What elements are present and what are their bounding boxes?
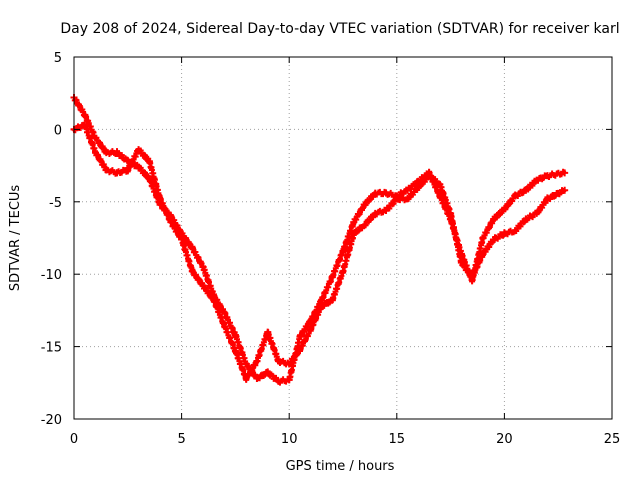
x-tick-label: 20 (496, 432, 513, 447)
y-tick-label: -15 (41, 341, 62, 356)
data-point (328, 273, 336, 281)
data-point (361, 221, 369, 229)
data-point (156, 195, 164, 203)
x-axis-label: GPS time / hours (286, 459, 395, 474)
grid-lines (74, 57, 612, 419)
y-tick-label: 0 (54, 123, 62, 138)
data-point (113, 149, 121, 157)
y-tick-label: -5 (49, 196, 62, 211)
data-point (296, 332, 304, 340)
x-tick-label: 15 (389, 432, 406, 447)
data-point (81, 121, 89, 129)
data-point (264, 328, 272, 336)
data-point (253, 374, 261, 382)
data-point (210, 296, 218, 304)
data-point (533, 176, 541, 184)
data-point (490, 215, 498, 223)
data-point (511, 192, 519, 200)
data-point (113, 169, 121, 177)
data-point (231, 347, 239, 355)
data-point (285, 376, 293, 384)
data-point (522, 186, 530, 194)
data-point (393, 195, 401, 203)
data-point (382, 189, 390, 197)
data-point (339, 247, 347, 255)
data-point (371, 189, 379, 197)
data-point (533, 209, 541, 217)
data-point (425, 172, 433, 180)
data-point (404, 195, 412, 203)
data-point (221, 322, 229, 330)
series-track-b (70, 121, 569, 383)
data-point (81, 111, 89, 119)
data-point (350, 230, 358, 238)
y-tick-label: -20 (41, 413, 62, 428)
data-point (436, 180, 444, 188)
data-point (307, 325, 315, 333)
data-point (468, 273, 476, 281)
data-point (404, 186, 412, 194)
data-point (102, 149, 110, 157)
data-point (285, 360, 293, 368)
data-point (135, 146, 143, 154)
data-point (479, 250, 487, 258)
data-point (264, 369, 272, 377)
data-point (274, 357, 282, 365)
data-point (543, 195, 551, 203)
data-point (479, 234, 487, 242)
data-point (457, 259, 465, 267)
data-point (561, 186, 569, 194)
data-point (178, 235, 186, 243)
x-tick-label: 25 (604, 432, 621, 447)
axis-ticks: 0 5 10 15 20 25 5 0 -5 -10 -15 -20 (41, 51, 621, 447)
data-point (500, 205, 508, 213)
y-tick-label: -10 (41, 268, 62, 283)
data-point (339, 267, 347, 275)
plot-frame (73, 56, 613, 420)
data-point (188, 244, 196, 252)
data-point (231, 331, 239, 339)
data-point (382, 206, 390, 214)
data-point (371, 209, 379, 217)
data-point (92, 149, 100, 157)
data-point (102, 166, 110, 174)
data-point (328, 296, 336, 304)
data-point (414, 183, 422, 191)
data-series (70, 94, 569, 386)
chart-title: Day 208 of 2024, Sidereal Day-to-day VTE… (60, 21, 619, 37)
data-point (253, 357, 261, 365)
data-point (490, 235, 498, 243)
data-point (199, 263, 207, 271)
data-point (296, 345, 304, 353)
data-point (561, 169, 569, 177)
data-point (124, 166, 132, 174)
data-point (167, 218, 175, 226)
data-point (511, 227, 519, 235)
data-point (221, 309, 229, 317)
data-point (317, 302, 325, 310)
x-tick-label: 0 (70, 432, 78, 447)
y-tick-label: 5 (54, 51, 62, 66)
y-axis-label: SDTVAR / TECUs (8, 185, 23, 292)
data-point (543, 172, 551, 180)
data-point (522, 215, 530, 223)
data-point (447, 209, 455, 217)
data-point (274, 377, 282, 385)
data-point (350, 218, 358, 226)
data-point (500, 230, 508, 238)
series-markers (71, 121, 567, 383)
data-point (135, 163, 143, 171)
x-tick-label: 5 (177, 432, 185, 447)
data-point (145, 157, 153, 165)
data-point (199, 282, 207, 290)
data-point (242, 374, 250, 382)
data-point (188, 267, 196, 275)
data-point (361, 201, 369, 209)
x-tick-label: 10 (281, 432, 298, 447)
